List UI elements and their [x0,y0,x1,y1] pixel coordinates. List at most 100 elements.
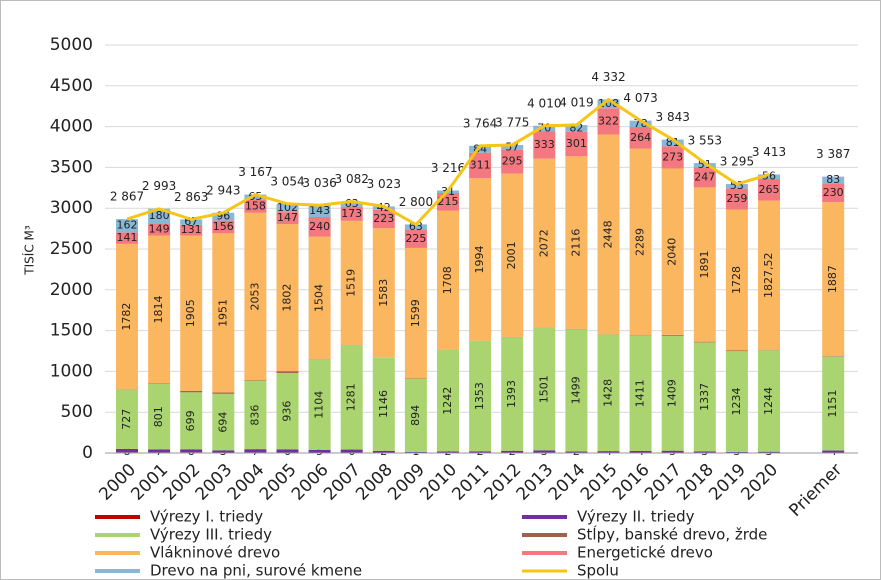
bar-segment [437,210,459,350]
data-label: 223 [373,212,394,225]
bar-segment [437,350,459,452]
bar-segment [372,209,395,229]
data-label: 1994 [473,245,486,273]
bar-segment [276,371,299,373]
bar-segment [501,450,524,453]
bar-segment [404,451,427,453]
bar-segment [116,243,138,390]
total-label: 3 295 [720,155,754,169]
data-label: 1428 [602,379,615,407]
bar-segment [148,235,171,384]
bar-segment [661,146,684,169]
data-label: 311 [470,158,491,171]
data-label: 147 [277,211,298,224]
data-label: 1281 [345,383,358,411]
data-label: 247 [694,170,715,183]
total-label: 2 867 [110,190,144,204]
bar-segment [758,179,780,201]
bar-segment [340,449,363,453]
bar-segment [725,184,748,189]
bar-segment [597,134,620,335]
data-label: 141 [117,231,138,244]
data-label: 1501 [537,375,550,403]
bar-segment [693,167,716,188]
bar-segment [661,450,684,453]
bar-segment [693,163,716,168]
data-label: 295 [502,155,523,168]
data-label: 230 [823,186,844,199]
bar-segment [148,449,171,453]
y-tick-label: 1500 [50,321,93,341]
bar-segment [533,131,556,159]
legend-swatch [95,533,140,537]
data-label: 1499 [569,376,582,404]
bar-segment [308,359,331,450]
y-tick-label: 2500 [50,239,93,259]
total-label: 3 413 [752,145,786,159]
bar-segment [629,120,652,128]
bar-segment [597,451,620,453]
bar-segment [372,228,395,358]
bar-segment [180,390,203,393]
bar-segment [565,451,588,453]
bar-segment [308,217,331,237]
data-label: 1234 [730,388,743,416]
line [126,97,770,227]
bar-segment [469,152,492,179]
y-tick-label: 1000 [50,361,93,381]
data-label: 108 [598,97,619,110]
bar-segment [244,212,267,381]
bar-segment [725,351,748,452]
bar-segment [244,194,267,200]
bar-segment [629,127,652,149]
data-label: 1244 [762,387,775,415]
data-label: 1393 [505,380,518,408]
bar-segment [469,145,492,153]
data-label: 56 [762,170,776,183]
bar-segment [693,187,716,342]
data-label: 1151 [826,390,839,418]
total-label: 4 010 [527,96,561,110]
data-label: 240 [309,220,330,233]
bar-segment [404,229,427,248]
bar-segment [372,450,395,453]
data-label: 694 [216,412,229,433]
legend-swatch [522,515,567,519]
data-label: 1827,52 [762,252,775,298]
bar-segment [308,449,331,453]
bar-segment [469,340,492,452]
data-label: 173 [341,207,362,220]
data-label: 2116 [569,229,582,257]
total-label: 2 943 [206,183,240,197]
data-label: 1905 [184,299,197,327]
bar-segment [533,450,556,453]
total-label: 3 023 [367,177,401,191]
bar-segment [758,350,780,452]
bar-segment [725,451,748,453]
data-label: 273 [662,150,683,163]
data-label: 1519 [345,269,358,297]
data-label: 322 [598,114,619,127]
bar-segment [725,188,748,210]
bar-segment [469,451,492,453]
total-label: 4 332 [591,70,625,84]
data-label: 1337 [698,383,711,411]
bar-segment [180,449,203,453]
bar-segment [629,450,652,453]
data-label: 65 [248,190,262,203]
bar-segment [116,389,138,449]
bar-segment [693,342,716,452]
data-label: 2448 [602,220,615,248]
bar-segment [276,372,299,450]
legend-label: Stĺpy, banské drevo, žrde [577,525,767,544]
legend-swatch [95,569,140,573]
data-label: 1782 [120,303,133,331]
bar-segment [822,183,845,203]
total-label: 4 073 [623,91,657,105]
bar-segment [437,451,459,453]
legend-label: Výrezy II. triedy [577,508,695,526]
bar-segment [469,178,492,341]
data-label: 1409 [666,379,679,407]
data-label: 264 [630,131,651,144]
bar-segment [276,212,299,225]
